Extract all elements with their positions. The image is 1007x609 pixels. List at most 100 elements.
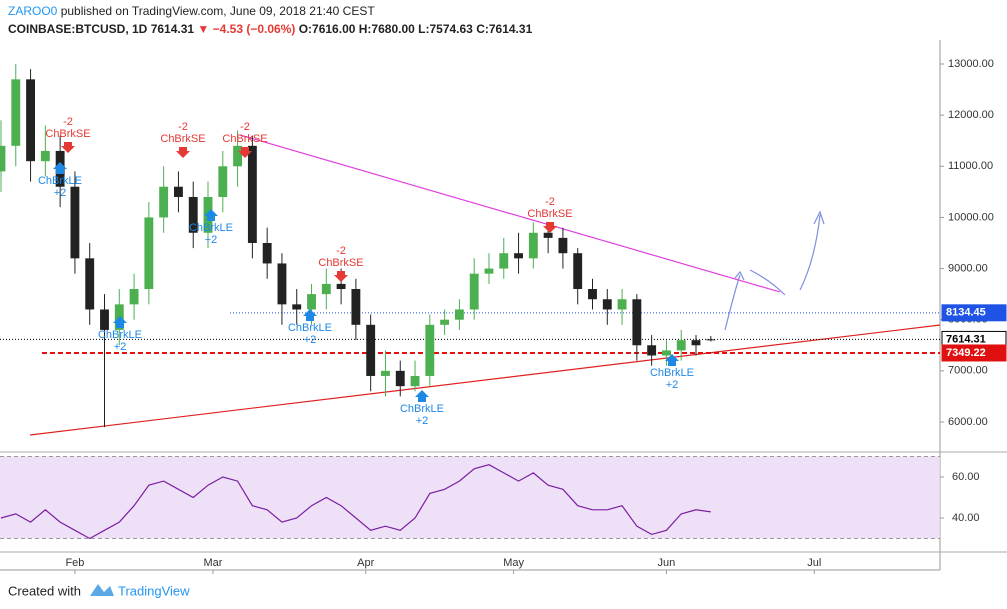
signal-count: +2: [54, 187, 67, 199]
x-tick-label: Apr: [357, 557, 374, 569]
symbol-line: COINBASE:BTCUSD, 1D 7614.31 ▼ −4.53 (−0.…: [8, 22, 532, 36]
signal-name: ChBrkSE: [45, 128, 90, 140]
trendline: [239, 134, 780, 293]
candle-body: [676, 340, 686, 351]
candle-body: [661, 350, 671, 356]
signal-name: ChBrkSE: [222, 133, 267, 145]
candle-body: [262, 242, 272, 264]
candle-body: [395, 370, 405, 387]
signal-count: -2: [178, 121, 188, 133]
rsi-tick-label: 60.00: [952, 471, 980, 483]
signal-arrow: [303, 309, 317, 321]
projection: [724, 210, 825, 331]
candle-body: [691, 340, 701, 346]
signal-arrow: [334, 271, 348, 282]
rsi-band: [0, 456, 940, 539]
rsi-line: [0, 464, 711, 540]
candle-body: [484, 268, 494, 274]
candle-body: [188, 196, 198, 233]
symbol: COINBASE:BTCUSD, 1D: [8, 22, 148, 36]
candle-body: [100, 309, 109, 330]
price-label-box: [941, 304, 1007, 322]
candle-body: [307, 294, 316, 310]
candle-body: [159, 186, 169, 218]
candle-body: [351, 289, 361, 325]
candle-body: [381, 370, 390, 376]
signal-name: ChBrkLE: [98, 329, 142, 341]
last: 7614.31: [150, 22, 195, 36]
candle-body: [336, 283, 346, 290]
candle-body: [440, 319, 450, 325]
candle-body: [321, 283, 331, 295]
candle-body: [0, 145, 6, 172]
candle-body: [144, 217, 154, 290]
signal-count: -2: [336, 245, 346, 257]
signal-count: +2: [205, 234, 218, 246]
signal-arrow: [415, 390, 429, 402]
candle-body: [40, 150, 50, 162]
signal-count: -2: [63, 116, 73, 128]
footer-created: Created with: [8, 583, 81, 598]
candle-body: [70, 186, 80, 259]
signal-count: -2: [545, 196, 555, 208]
signal-count: +2: [416, 415, 429, 427]
candle-body: [366, 324, 376, 376]
x-tick-label: May: [503, 557, 524, 569]
candle-body: [174, 186, 183, 197]
y-tick-label: 11000.00: [948, 160, 993, 172]
candle-body: [410, 375, 420, 387]
candle-body: [706, 339, 716, 341]
y-tick-label: 10000.00: [948, 211, 994, 223]
candle-body: [469, 273, 479, 310]
ohlc: H:7680.00: [358, 22, 415, 36]
candle-body: [499, 253, 509, 269]
ohlc: O:7616.00: [298, 22, 356, 36]
signal-name: ChBrkLE: [650, 367, 694, 379]
candle-body: [292, 304, 302, 310]
candle-body: [247, 145, 257, 243]
header-line: ZAROO0 published on TradingView.com, Jun…: [8, 4, 375, 18]
signal-name: ChBrkLE: [38, 175, 82, 187]
candle-body: [454, 309, 464, 320]
candle-body: [647, 345, 657, 356]
signal-name: ChBrkSE: [318, 257, 363, 269]
signal-name: ChBrkLE: [288, 322, 332, 334]
candle-body: [602, 299, 612, 310]
logo: [90, 584, 114, 596]
signal-arrow: [61, 142, 75, 153]
signal-arrow: [543, 222, 557, 233]
candle-body: [425, 324, 435, 376]
published: published on TradingView.com, June 09, 2…: [60, 4, 375, 18]
signal-arrow: [204, 209, 218, 221]
candle-body: [632, 299, 642, 346]
signal-count: +2: [114, 341, 127, 353]
signal-name: ChBrkSE: [527, 208, 572, 220]
signal-name: ChBrkLE: [400, 403, 444, 415]
candle-body: [558, 237, 568, 254]
y-tick-label: 13000.00: [948, 58, 994, 70]
candle-body: [85, 258, 95, 310]
price-pane: [0, 40, 940, 450]
candle-body: [218, 166, 228, 197]
candle-body: [129, 289, 139, 305]
candle-body: [543, 232, 553, 238]
candle-body: [277, 263, 287, 305]
ohlc: C:7614.31: [476, 22, 533, 36]
ohlc: L:7574.63: [418, 22, 473, 36]
price-label: 8134.45: [946, 307, 986, 319]
price-label: 7614.31: [946, 333, 986, 345]
trendline: [29, 324, 941, 436]
x-tick-label: Jun: [658, 557, 676, 569]
candle-body: [233, 145, 243, 167]
signal-arrow: [238, 147, 252, 158]
candle-body: [514, 253, 523, 259]
signal-name: ChBrkLE: [189, 222, 233, 234]
candle-body: [617, 299, 627, 310]
signal-arrow: [113, 316, 127, 328]
x-tick-label: Jul: [807, 557, 821, 569]
price-label-box: [941, 344, 1007, 362]
author: ZAROO0: [8, 4, 58, 18]
candle-body: [528, 232, 538, 259]
